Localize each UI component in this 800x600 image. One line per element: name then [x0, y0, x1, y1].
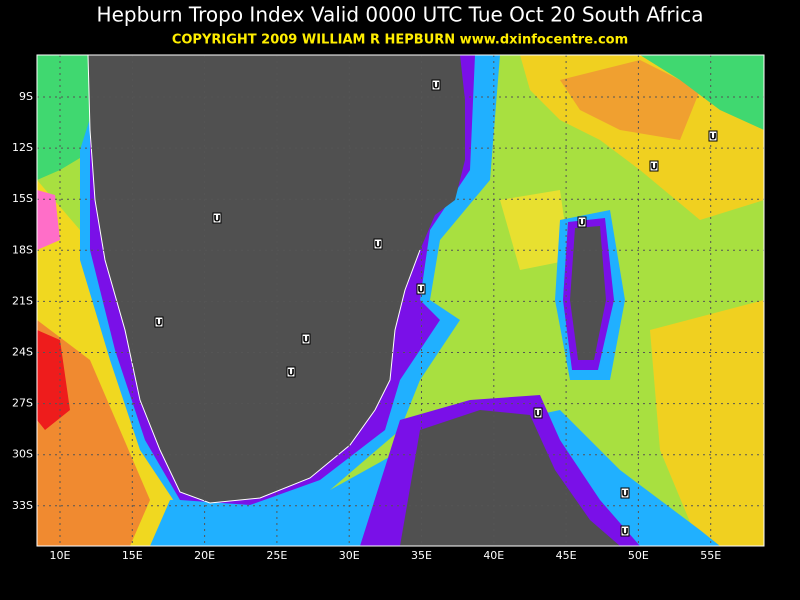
lon-label: 35E [411, 549, 432, 562]
marker: U [650, 163, 657, 173]
marker-box [620, 525, 630, 537]
marker: U [432, 82, 439, 92]
title: Hepburn Tropo Index Valid 0000 UTC Tue O… [97, 3, 704, 27]
marker: U [621, 490, 628, 500]
graticule [37, 55, 764, 546]
tick-labels: 9S 12S 15S 18S 21S 24S 27S 30S 33S 10E 15E 20E 25E 30… [12, 90, 721, 562]
lon-label: 15E [122, 549, 143, 562]
lat-label: 24S [12, 346, 33, 359]
marker: U [155, 319, 162, 329]
frame [36, 54, 765, 547]
marker-box [620, 487, 630, 499]
madagascar [570, 226, 606, 360]
markers: UUUUUUUUUUUUUU [154, 79, 718, 538]
region [560, 60, 700, 140]
lon-label: 45E [556, 549, 577, 562]
lon-label: 20E [194, 549, 215, 562]
marker-box [286, 366, 296, 378]
marker: U [374, 241, 381, 251]
lat-label: 27S [12, 397, 33, 410]
lat-label: 9S [19, 90, 33, 103]
lon-label: 55E [700, 549, 721, 562]
region [640, 55, 764, 130]
ocean-low [400, 410, 620, 546]
marker-box [649, 160, 659, 172]
lon-label: 10E [50, 549, 71, 562]
marker-box [301, 333, 311, 345]
marker: U [302, 336, 309, 346]
marker-box [533, 407, 543, 419]
lat-label: 18S [12, 243, 33, 256]
map-field: UUUUUUUUUUUUUU [37, 55, 764, 546]
marker-box [154, 316, 164, 328]
lon-label: 30E [339, 549, 360, 562]
lon-label: 50E [628, 549, 649, 562]
region [37, 320, 150, 546]
marker: U [417, 286, 424, 296]
lat-label: 30S [12, 448, 33, 461]
marker: U [287, 369, 294, 379]
lat-label: 21S [12, 294, 33, 307]
marker-box [431, 79, 441, 91]
marker-box [416, 283, 426, 295]
marker: U [709, 133, 716, 143]
marker: U [621, 528, 628, 538]
marker: U [578, 219, 585, 229]
coastline [87, 55, 421, 504]
marker: U [534, 410, 541, 420]
region [37, 190, 60, 250]
marker-box [212, 212, 222, 224]
lon-label: 40E [483, 549, 504, 562]
marker-box [708, 130, 718, 142]
region [650, 300, 764, 546]
region [37, 330, 70, 430]
marker-box [577, 216, 587, 228]
lat-label: 33S [12, 499, 33, 512]
lat-label: 15S [12, 192, 33, 205]
lon-label: 25E [266, 549, 287, 562]
copyright: COPYRIGHT 2009 WILLIAM R HEPBURN www.dxi… [172, 33, 628, 48]
lat-label: 12S [12, 141, 33, 154]
marker: U [213, 215, 220, 225]
marker-box [373, 238, 383, 250]
